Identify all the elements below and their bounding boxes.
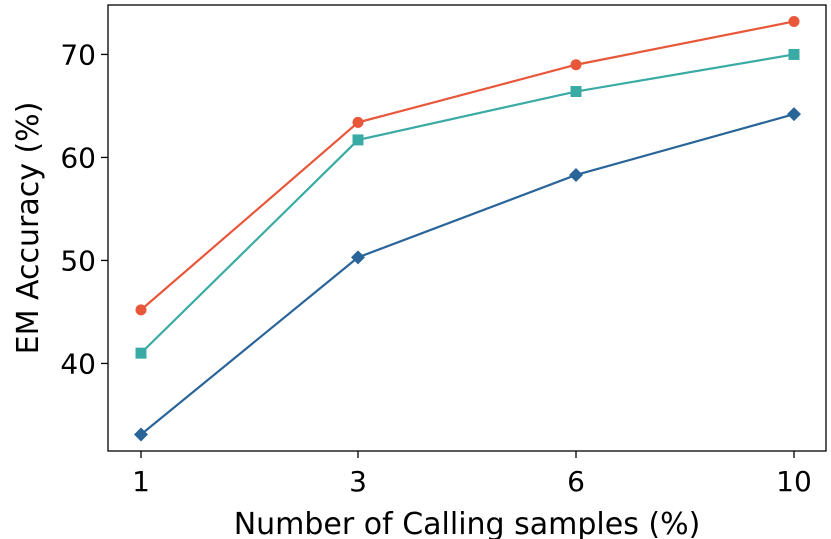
data-point — [352, 134, 364, 146]
series-line — [140, 20, 795, 311]
axis-ticks: 40 50 60 70 1 3 6 10 — [60, 38, 811, 498]
data-point — [788, 15, 800, 27]
data-point — [788, 48, 800, 60]
data-point — [569, 167, 583, 182]
data-point — [352, 116, 364, 128]
x-tick-label: 3 — [349, 465, 367, 498]
data-point — [787, 107, 801, 122]
data-point — [135, 304, 147, 316]
series-group — [134, 15, 801, 442]
y-tick-label: 50 — [60, 244, 96, 277]
data-point — [570, 86, 582, 98]
data-point — [135, 347, 147, 359]
y-axis-label: EM Accuracy (%) — [11, 102, 46, 355]
y-tick-label: 70 — [60, 38, 96, 71]
series-line — [140, 53, 795, 354]
x-tick-label: 10 — [776, 465, 812, 498]
series-line — [140, 113, 795, 436]
data-point — [570, 59, 582, 71]
y-tick-label: 40 — [60, 347, 96, 380]
x-tick-label: 6 — [567, 465, 585, 498]
x-tick-label: 1 — [132, 465, 150, 498]
data-point — [351, 250, 365, 265]
data-point — [134, 427, 148, 442]
y-tick-label: 60 — [60, 141, 96, 174]
plot-frame — [107, 4, 827, 452]
x-axis-label: Number of Calling samples (%) — [234, 507, 701, 539]
